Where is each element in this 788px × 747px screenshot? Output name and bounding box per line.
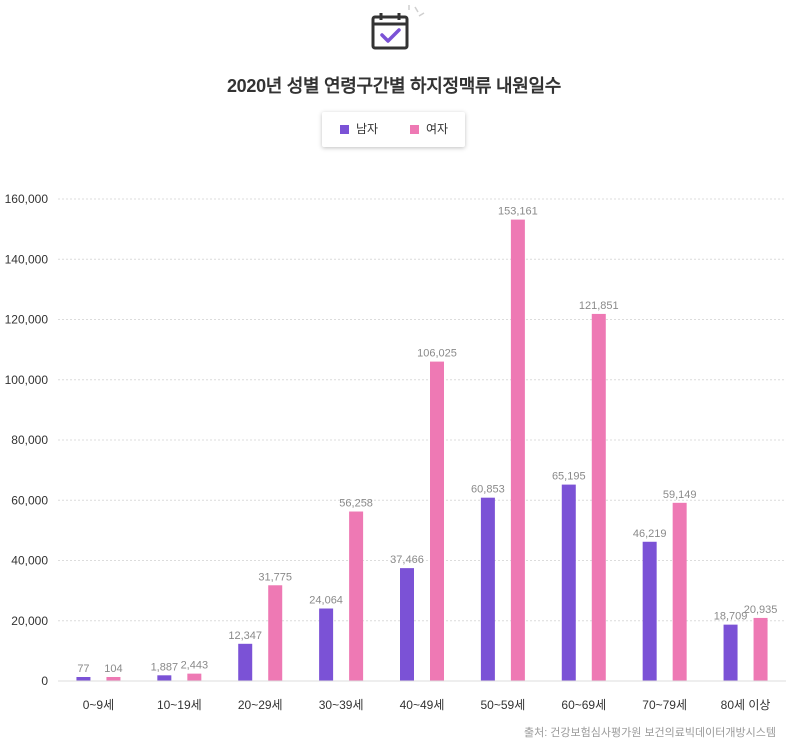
data-label-male: 18,709 (714, 611, 748, 623)
data-label-female: 20,935 (744, 604, 778, 616)
data-label-male: 65,195 (552, 471, 586, 483)
x-tick-label: 20~29세 (238, 698, 283, 712)
data-label-female: 104 (104, 663, 122, 675)
x-tick-label: 50~59세 (481, 698, 526, 712)
bar-female (106, 677, 121, 681)
bar-male (642, 541, 657, 681)
bar-female (753, 617, 768, 681)
bar-male (76, 677, 91, 681)
x-tick-label: 0~9세 (83, 698, 114, 712)
legend: 남자 여자 (322, 112, 465, 147)
y-tick-label: 60,000 (11, 493, 48, 507)
bar-male (319, 608, 334, 681)
y-tick-label: 140,000 (5, 252, 49, 266)
bar-female (430, 361, 444, 681)
y-tick-label: 80,000 (11, 433, 48, 447)
data-label-male: 37,466 (390, 554, 424, 566)
legend-item-female[interactable]: 여자 (410, 112, 448, 147)
x-tick-label: 30~39세 (319, 698, 364, 712)
legend-item-male[interactable]: 남자 (340, 112, 378, 147)
y-tick-label: 120,000 (5, 313, 49, 327)
bar-male (238, 643, 253, 681)
data-label-male: 60,853 (471, 484, 505, 496)
x-tick-label: 60~69세 (561, 698, 606, 712)
legend-swatch-female (410, 125, 419, 134)
calendar-check-icon (368, 3, 428, 57)
bar-female (187, 673, 202, 681)
bar-male (400, 568, 414, 681)
bar-female (510, 219, 525, 682)
x-tick-label: 10~19세 (157, 698, 202, 712)
data-label-male: 24,064 (309, 595, 343, 607)
data-label-female: 2,443 (181, 660, 209, 672)
data-label-male: 1,887 (151, 661, 179, 673)
bar-male (157, 675, 172, 681)
bar-female (591, 313, 606, 681)
data-label-male: 46,219 (633, 528, 667, 540)
data-label-female: 56,258 (339, 498, 373, 510)
x-tick-label: 40~49세 (400, 698, 445, 712)
data-label-female: 106,025 (417, 348, 457, 360)
data-label-female: 121,851 (579, 300, 619, 312)
legend-swatch-male (340, 125, 349, 134)
chart-title: 2020년 성별 연령구간별 하지정맥류 내원일수 (226, 76, 562, 96)
x-tick-label: 80세 이상 (721, 698, 771, 712)
source-note: 출처: 건강보험심사평가원 보건의료빅데이터개방시스템 (523, 727, 776, 739)
data-label-male: 12,347 (228, 630, 262, 642)
x-tick-label: 70~79세 (642, 698, 687, 712)
y-tick-label: 20,000 (11, 614, 48, 628)
legend-label-female: 여자 (426, 122, 449, 136)
y-tick-label: 40,000 (11, 554, 48, 568)
bar-male (480, 497, 495, 681)
bar-male (561, 484, 576, 681)
bar-female (672, 502, 687, 681)
y-tick-label: 100,000 (5, 373, 49, 387)
data-label-female: 59,149 (663, 489, 697, 501)
y-tick-label: 160,000 (5, 192, 49, 206)
data-label-female: 31,775 (258, 571, 292, 583)
bar-female (349, 511, 364, 681)
bar-female (268, 585, 283, 681)
legend-label-male: 남자 (356, 122, 379, 136)
y-tick-label: 0 (41, 674, 48, 688)
data-label-female: 153,161 (498, 206, 538, 218)
data-label-male: 77 (77, 663, 89, 675)
bar-male (723, 624, 738, 681)
